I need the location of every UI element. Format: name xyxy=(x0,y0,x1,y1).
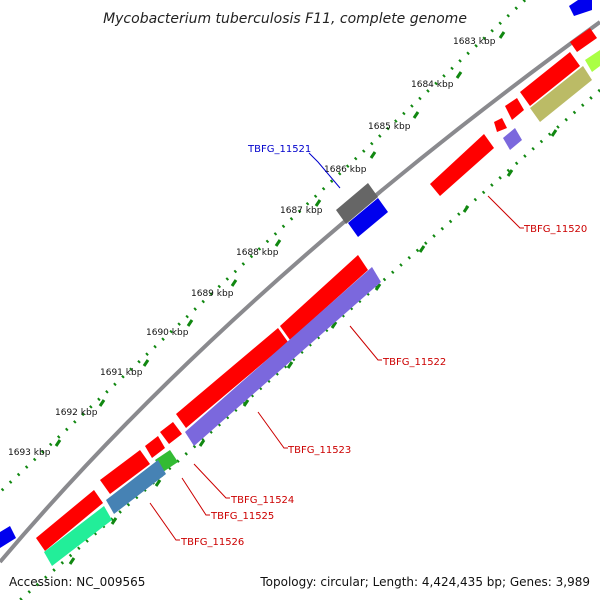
tick-label-1691: 1691 kbp xyxy=(100,368,143,378)
inner-major-ticks xyxy=(68,129,558,565)
gene-label-tbfg-11526: TBFG_11526 xyxy=(180,537,244,548)
gene-label-tbfg-11521: TBFG_11521 xyxy=(247,144,311,155)
tick-label-1683: 1683 kbp xyxy=(453,37,496,47)
topology-text: Topology: circular; Length: 4,424,435 bp… xyxy=(259,575,590,589)
forward-strand-genes xyxy=(0,0,597,551)
tick-label-1687: 1687 kbp xyxy=(280,206,323,216)
reverse-strand-genes xyxy=(44,50,600,566)
gene-red-d xyxy=(494,118,507,132)
gene-label-tbfg-11525: TBFG_11525 xyxy=(210,511,274,522)
gene-aqua-11526 xyxy=(44,506,112,566)
gene-label-tbfg-11524: TBFG_11524 xyxy=(230,495,294,506)
gene-red-11524 xyxy=(160,422,182,444)
gene-red-11523-top xyxy=(176,328,288,428)
gene-purple-small xyxy=(503,128,522,150)
gene-red-11527 xyxy=(36,490,103,551)
tick-label-1690: 1690 kbp xyxy=(146,328,189,338)
tick-label-1685: 1685 kbp xyxy=(368,122,411,132)
gene-steelblue-11526 xyxy=(106,460,166,514)
gene-red-11525 xyxy=(145,436,165,458)
gene-gray-11521 xyxy=(336,183,378,224)
gene-red-11522 xyxy=(280,255,368,340)
tick-label-1692: 1692 kbp xyxy=(55,408,98,418)
gene-red-top-1 xyxy=(569,0,592,16)
gene-label-tbfg-11522: TBFG_11522 xyxy=(382,357,446,368)
gene-purple-11523 xyxy=(185,267,381,446)
kbp-ruler-inner xyxy=(19,88,600,600)
label-leaders xyxy=(149,152,524,541)
gene-red-b xyxy=(520,52,580,106)
gene-red-11526 xyxy=(100,450,150,494)
tick-label-1688: 1688 kbp xyxy=(236,248,279,258)
gene-label-tbfg-11523: TBFG_11523 xyxy=(287,445,351,456)
gene-olive xyxy=(530,66,592,122)
genome-backbone xyxy=(0,20,600,564)
gene-blue-small xyxy=(348,198,388,237)
map-title: Mycobacterium tuberculosis F11, complete… xyxy=(103,11,467,27)
gene-red-c xyxy=(505,98,524,120)
tick-label-1689: 1689 kbp xyxy=(191,289,234,299)
gene-red-a xyxy=(570,28,597,52)
gene-red-11520 xyxy=(430,134,494,196)
tick-label-1684: 1684 kbp xyxy=(411,80,454,90)
gene-lime xyxy=(585,50,600,72)
gene-label-tbfg-11520: TBFG_11520 xyxy=(523,224,587,235)
gene-blue-edge xyxy=(0,526,16,548)
accession-text: Accession: NC_009565 xyxy=(9,575,145,589)
tick-label-1686: 1686 kbp xyxy=(324,165,367,175)
tick-label-1693: 1693 kbp xyxy=(8,448,51,458)
outer-major-ticks xyxy=(54,31,506,447)
